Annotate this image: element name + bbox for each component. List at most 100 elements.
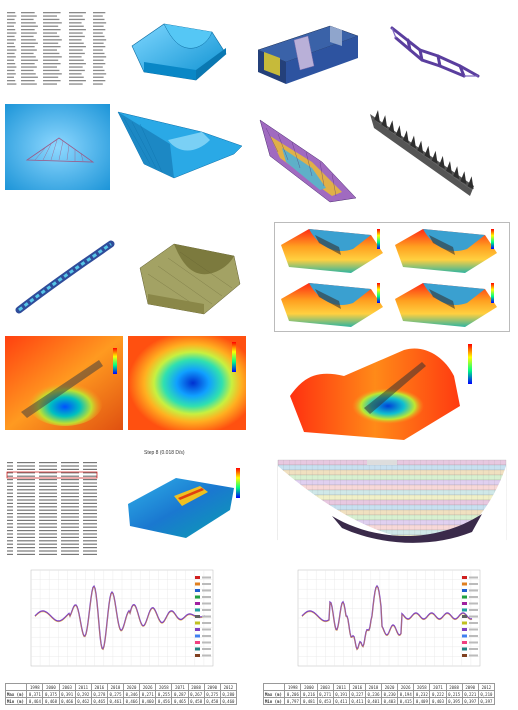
table-cell: 0,375 xyxy=(42,690,60,698)
colored-wall-mesh-graphic xyxy=(259,119,357,203)
results-grid-panel xyxy=(274,222,510,332)
column-header: 1998 xyxy=(26,683,44,691)
dam-block-graphic xyxy=(257,25,359,84)
table-cell: 0,456 xyxy=(155,697,173,705)
table-cell: 0,194 xyxy=(397,690,415,698)
table-cell: 0,227 xyxy=(348,690,366,698)
column-header: 2003 xyxy=(58,683,76,691)
table-cell: 0,232 xyxy=(413,690,431,698)
canyon-solid-model-image xyxy=(124,10,234,90)
table-cell: 0,464 xyxy=(26,697,44,705)
heatmap-plan-image xyxy=(128,336,246,430)
column-header xyxy=(4,683,28,691)
table-cell: 0,468 xyxy=(42,697,60,705)
table-cell: 0,292 xyxy=(74,690,92,698)
row-label: Max (m) xyxy=(262,690,286,698)
table-cell: 0,255 xyxy=(155,690,173,698)
heatmap-section-image xyxy=(5,336,123,430)
data-listing-graphic xyxy=(7,12,107,85)
table-cell: 0,221 xyxy=(461,690,479,698)
cross-section-bands-image xyxy=(272,456,512,550)
pipe-mesh-image xyxy=(5,232,127,322)
column-header: 2011 xyxy=(74,683,92,691)
table-cell: 0,460 xyxy=(219,697,238,705)
column-header: 2012 xyxy=(219,683,238,691)
table-cell: 0,453 xyxy=(316,697,334,705)
table-cell: 0,461 xyxy=(106,697,125,705)
table-cell: 0,403 xyxy=(429,697,447,705)
time-series-right-graphic xyxy=(297,569,481,667)
table-cell: 0,415 xyxy=(397,697,415,705)
numeric-table-image xyxy=(5,458,100,558)
time-series-chart-left xyxy=(5,566,225,670)
table-cell: 0,275 xyxy=(106,690,125,698)
column-header: 2088 xyxy=(187,683,205,691)
table-cell: 0,206 xyxy=(284,690,302,698)
heatmap-3d-model-image xyxy=(284,336,508,446)
time-series-chart-right xyxy=(272,566,492,670)
table-cell: 0,409 xyxy=(413,697,431,705)
table-cell: 0,465 xyxy=(90,697,108,705)
table-cell: 0,271 xyxy=(316,690,334,698)
column-header: 2018 xyxy=(106,683,125,691)
valley-section-mesh-image xyxy=(114,104,246,184)
extremes-table-left: 1998 2000 2003 2011 2016 2018 2020 2026 2058 2071… xyxy=(4,683,238,705)
table-cell: 0,216 xyxy=(300,690,318,698)
column-header: 2090 xyxy=(203,683,221,691)
heatmap-plan-graphic xyxy=(128,336,246,430)
column-header: 2071 xyxy=(429,683,447,691)
data-listing-image xyxy=(5,8,117,88)
numeric-table-graphic xyxy=(6,462,98,555)
table-cell: 0,210 xyxy=(477,690,496,698)
column-header: 2088 xyxy=(445,683,463,691)
table-cell: 0,287 xyxy=(171,690,189,698)
table-cell: 0,280 xyxy=(219,690,238,698)
column-header: 2012 xyxy=(477,683,496,691)
frame-structure-image xyxy=(378,10,490,90)
column-header: 2000 xyxy=(300,683,318,691)
table-cell: 0,397 xyxy=(461,697,479,705)
table-cell: 0,797 xyxy=(284,697,302,705)
table-cell: 0,401 xyxy=(364,697,383,705)
table-cell: 0,278 xyxy=(90,690,108,698)
results-grid-graphic xyxy=(281,229,497,327)
table-cell: 0,346 xyxy=(123,690,141,698)
table-cell: 0,230 xyxy=(381,690,399,698)
column-header xyxy=(262,683,286,691)
table-cell: 0,397 xyxy=(477,697,496,705)
frame-structure-graphic xyxy=(390,26,480,78)
dam-block-model-image xyxy=(250,10,365,90)
table-cell: 0,411 xyxy=(332,697,350,705)
table-cell: 0,215 xyxy=(445,690,463,698)
blue-mesh-closeup-image xyxy=(5,104,110,190)
table-cell: 0,236 xyxy=(364,690,383,698)
column-header: 2026 xyxy=(397,683,415,691)
table-cell: 0,395 xyxy=(445,697,463,705)
sawtooth-wall-image xyxy=(366,106,478,202)
column-header: 2018 xyxy=(364,683,383,691)
terrain-mesh-image xyxy=(134,234,246,322)
table-cell: 0,465 xyxy=(171,697,189,705)
column-header: 2016 xyxy=(90,683,108,691)
table-cell: 0,267 xyxy=(187,690,205,698)
row-label: Min (m) xyxy=(262,697,286,705)
result-step-panel: Step 8 (0.018 D/s) xyxy=(104,450,252,550)
column-header: 2090 xyxy=(461,683,479,691)
column-header: 2020 xyxy=(381,683,399,691)
table-cell: 0,466 xyxy=(123,697,141,705)
valley-section-graphic xyxy=(117,111,243,179)
table-cell: 0,403 xyxy=(381,697,399,705)
table-cell: 0,458 xyxy=(187,697,205,705)
table-cell: 0,458 xyxy=(203,697,221,705)
cross-section-bands-graphic xyxy=(277,459,507,550)
column-header: 2003 xyxy=(316,683,334,691)
table-cell: 0,271 xyxy=(139,690,157,698)
table-cell: 0,371 xyxy=(26,690,44,698)
table-cell: 0,191 xyxy=(332,690,350,698)
canyon-solid-graphic xyxy=(131,23,227,81)
table-cell: 0,411 xyxy=(348,697,366,705)
column-header: 1998 xyxy=(284,683,302,691)
sawtooth-wall-graphic xyxy=(370,110,474,196)
table-cell: 0,391 xyxy=(58,690,76,698)
table-cell: 0,462 xyxy=(74,697,92,705)
